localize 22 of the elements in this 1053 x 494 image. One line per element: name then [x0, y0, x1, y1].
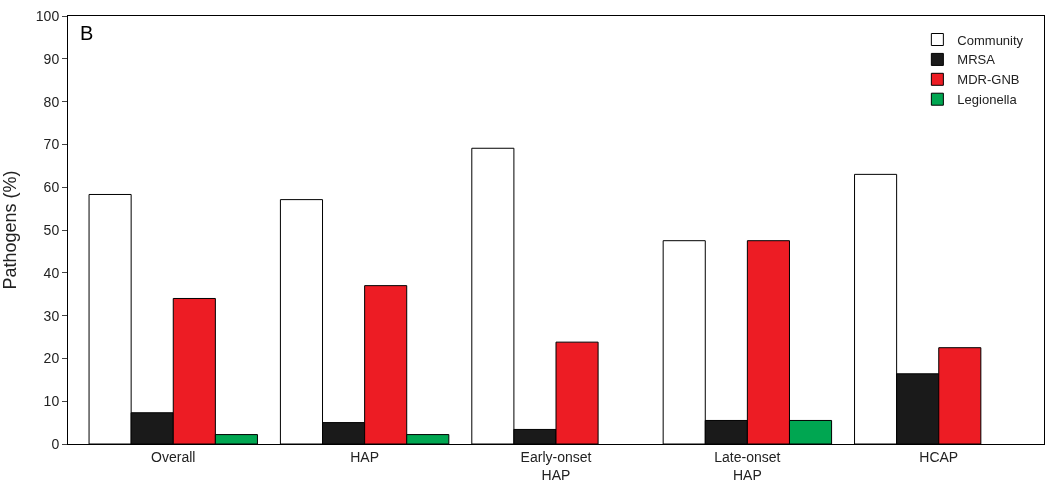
legend-label: MRSA	[957, 52, 996, 68]
annotation: B	[80, 22, 94, 44]
y-tick-label: 90	[43, 50, 60, 67]
y-tick-label: 100	[35, 7, 60, 24]
y-tick-label: 20	[43, 350, 60, 367]
legend-label: MDR-GNB	[957, 72, 1020, 88]
x-tick-label: HCAP	[919, 448, 959, 465]
y-tick-label: 0	[51, 435, 60, 452]
x-tick-label: Late-onset HAP	[714, 448, 781, 483]
y-tick-label: 40	[43, 264, 60, 281]
y-tick-label: 50	[43, 221, 60, 238]
y-axis-title: Pathogens (%)	[0, 170, 20, 290]
y-tick-label: 60	[43, 179, 60, 196]
y-tick-label: 70	[43, 136, 60, 153]
y-tick-label: 10	[43, 393, 60, 410]
legend-label: Legionella	[957, 92, 1018, 108]
y-tick-label: 80	[43, 93, 60, 110]
x-tick-label: HAP	[350, 448, 380, 465]
y-tick-label: 30	[43, 307, 60, 324]
x-tick-label: Early-onset HAP	[520, 448, 592, 483]
legend-label: Community	[957, 32, 1024, 48]
x-tick-label: Overall	[151, 448, 196, 465]
